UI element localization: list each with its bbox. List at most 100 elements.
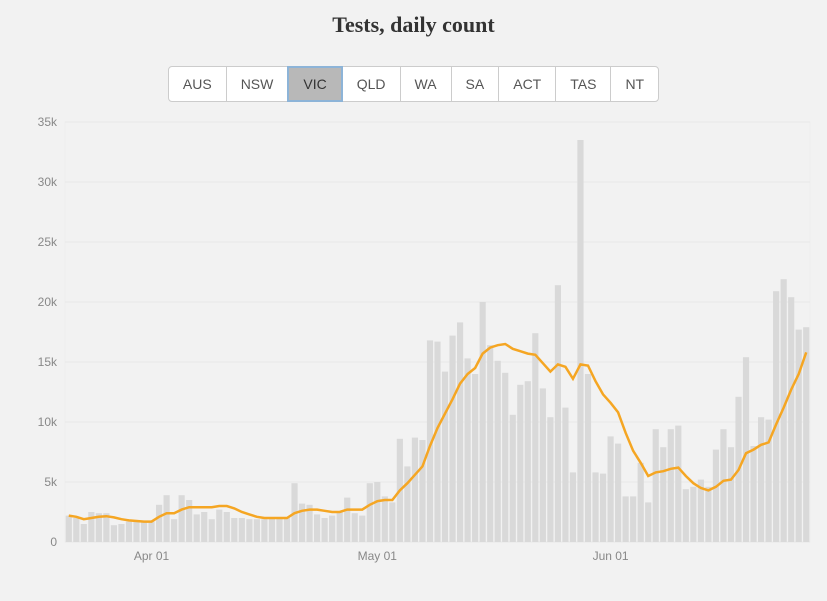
tab-tas[interactable]: TAS — [555, 66, 611, 102]
bar — [246, 519, 252, 542]
bar — [690, 487, 696, 542]
bar — [525, 381, 531, 542]
bar — [171, 519, 177, 542]
bar — [562, 408, 568, 542]
bar — [480, 302, 486, 542]
bar — [359, 516, 365, 542]
bar — [495, 361, 501, 542]
bar — [743, 357, 749, 542]
bar — [389, 502, 395, 542]
bar — [261, 519, 267, 542]
bar — [141, 522, 147, 542]
bar — [73, 518, 79, 542]
bar — [209, 519, 215, 542]
bar — [487, 345, 493, 542]
region-tabs: AUSNSWVICQLDWASAACTTASNT — [0, 66, 827, 102]
bar — [434, 342, 440, 542]
bar — [457, 322, 463, 542]
bar — [653, 429, 659, 542]
bar — [705, 487, 711, 542]
bar — [111, 525, 117, 542]
bar — [592, 472, 598, 542]
bar — [216, 510, 222, 542]
bar — [660, 447, 666, 542]
bar — [269, 518, 275, 542]
bar — [254, 519, 260, 542]
svg-text:15k: 15k — [38, 355, 58, 369]
svg-text:May 01: May 01 — [358, 549, 398, 563]
bar — [382, 496, 388, 542]
bar — [81, 524, 87, 542]
bar — [675, 426, 681, 542]
bar — [419, 440, 425, 542]
bar — [510, 415, 516, 542]
bar — [668, 429, 674, 542]
bar — [374, 482, 380, 542]
svg-text:Jun 01: Jun 01 — [593, 549, 629, 563]
bar — [796, 330, 802, 542]
tab-vic[interactable]: VIC — [287, 66, 342, 102]
bar — [118, 524, 124, 542]
svg-text:Apr 01: Apr 01 — [134, 549, 170, 563]
bar — [585, 374, 591, 542]
bar — [638, 463, 644, 542]
bar — [630, 496, 636, 542]
tab-wa[interactable]: WA — [400, 66, 452, 102]
bar — [577, 140, 583, 542]
svg-text:20k: 20k — [38, 295, 58, 309]
tab-nsw[interactable]: NSW — [226, 66, 289, 102]
bar — [276, 518, 282, 542]
bar — [164, 495, 170, 542]
tab-sa[interactable]: SA — [451, 66, 500, 102]
chart-area: 0 5k 10k 15k 20k 25k 30k 35k Apr 01 May 01 Jun 01 — [10, 112, 817, 572]
bar — [314, 514, 320, 542]
svg-text:25k: 25k — [38, 235, 58, 249]
bar — [133, 522, 139, 542]
bar — [720, 429, 726, 542]
bar — [502, 373, 508, 542]
bar — [352, 513, 358, 542]
bar — [540, 388, 546, 542]
bar — [547, 417, 553, 542]
bar — [284, 518, 290, 542]
svg-text:10k: 10k — [38, 415, 58, 429]
bar — [148, 522, 154, 542]
tab-nt[interactable]: NT — [610, 66, 659, 102]
bar — [758, 417, 764, 542]
bar — [66, 516, 72, 542]
bar — [728, 447, 734, 542]
bar — [156, 505, 162, 542]
bar — [231, 518, 237, 542]
bar — [600, 474, 606, 542]
svg-text:30k: 30k — [38, 175, 58, 189]
bar — [623, 496, 629, 542]
bar — [517, 385, 523, 542]
tests-chart-svg: 0 5k 10k 15k 20k 25k 30k 35k Apr 01 May 01 Jun 01 — [10, 112, 817, 572]
bar — [344, 498, 350, 542]
tab-qld[interactable]: QLD — [342, 66, 401, 102]
svg-text:35k: 35k — [38, 115, 58, 129]
tab-aus[interactable]: AUS — [168, 66, 227, 102]
bar — [239, 518, 245, 542]
bar — [201, 512, 207, 542]
bar — [194, 514, 200, 542]
svg-text:0: 0 — [50, 535, 57, 549]
bar — [683, 489, 689, 542]
bar — [465, 358, 471, 542]
bar — [126, 522, 132, 542]
bar — [179, 495, 185, 542]
bar — [337, 512, 343, 542]
bar — [570, 472, 576, 542]
bar — [750, 446, 756, 542]
bar — [555, 285, 561, 542]
svg-text:5k: 5k — [44, 475, 58, 489]
bar — [645, 502, 651, 542]
chart-title: Tests, daily count — [0, 12, 827, 38]
bar — [329, 516, 335, 542]
bar — [449, 336, 455, 542]
bar — [412, 438, 418, 542]
bar — [532, 333, 538, 542]
bar — [607, 436, 613, 542]
tab-act[interactable]: ACT — [498, 66, 556, 102]
bar — [442, 372, 448, 542]
